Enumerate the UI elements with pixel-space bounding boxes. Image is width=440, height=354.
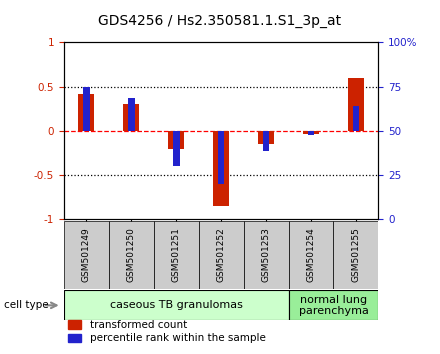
Bar	[263, 131, 269, 152]
Bar	[173, 131, 180, 166]
Bar	[109, 221, 154, 289]
Text: transformed count: transformed count	[90, 320, 187, 330]
Bar	[289, 290, 378, 320]
Bar	[168, 131, 184, 149]
Bar	[78, 94, 94, 131]
Bar	[213, 131, 229, 206]
Bar	[64, 221, 109, 289]
Text: GSM501254: GSM501254	[307, 228, 315, 282]
Bar	[64, 290, 289, 320]
Text: normal lung
parenchyma: normal lung parenchyma	[298, 295, 368, 316]
Text: GSM501249: GSM501249	[82, 228, 91, 282]
Bar	[244, 221, 289, 289]
Text: caseous TB granulomas: caseous TB granulomas	[110, 300, 242, 310]
Text: GSM501250: GSM501250	[127, 227, 136, 282]
Text: percentile rank within the sample: percentile rank within the sample	[90, 333, 266, 343]
Bar	[198, 221, 244, 289]
Text: GSM501255: GSM501255	[352, 227, 360, 282]
Bar	[258, 131, 274, 144]
Bar	[289, 221, 334, 289]
Text: GDS4256 / Hs2.350581.1.S1_3p_at: GDS4256 / Hs2.350581.1.S1_3p_at	[99, 14, 341, 28]
Bar	[218, 131, 224, 184]
Bar	[308, 131, 314, 136]
Bar	[334, 221, 378, 289]
Bar	[303, 131, 319, 134]
Text: GSM501251: GSM501251	[172, 227, 181, 282]
Text: GSM501252: GSM501252	[216, 228, 226, 282]
Bar	[128, 98, 135, 131]
Text: cell type: cell type	[4, 300, 49, 310]
Bar	[352, 106, 359, 131]
Bar	[154, 221, 198, 289]
Bar	[348, 78, 364, 131]
Bar	[123, 104, 139, 131]
Bar	[83, 87, 90, 131]
Text: GSM501253: GSM501253	[261, 227, 271, 282]
